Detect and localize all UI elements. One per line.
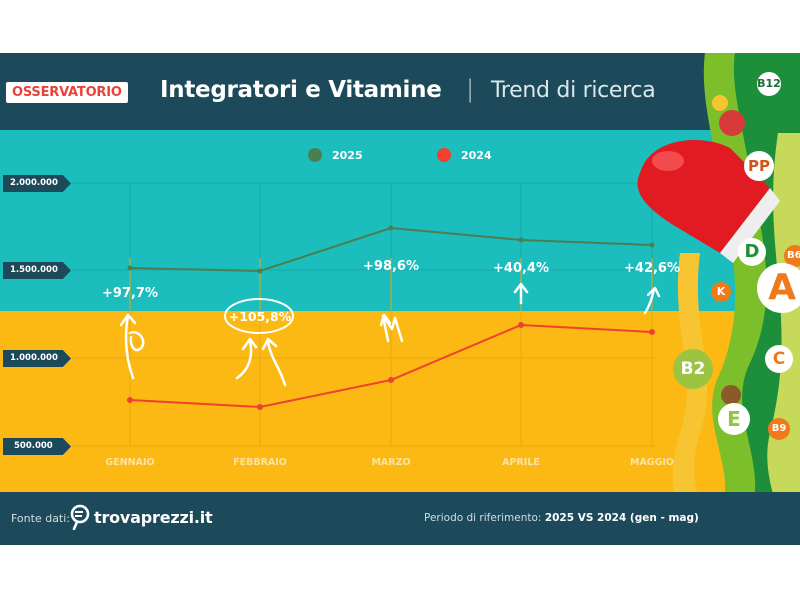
legend-item-2025: 2025 (308, 148, 363, 162)
x-label-marzo: MARZO (371, 457, 411, 468)
logo-text: trovaprezzi.it (94, 507, 213, 527)
title-separator: | (466, 75, 475, 103)
legend-item-2024: 2024 (437, 148, 492, 162)
growth-febbraio: +105,8% (228, 309, 292, 324)
y-tick-1000000: 1.000.000 (3, 350, 71, 367)
vitamin-badge-b2: B2 (673, 349, 713, 389)
legend-dot-2025 (308, 148, 322, 162)
nut-icon (721, 385, 741, 405)
circle-highlight-icon (224, 298, 294, 334)
footer: Fonte dati: trovaprezzi.it Periodo di ri… (0, 492, 800, 545)
meat-icon (719, 110, 745, 136)
period-value: 2025 VS 2024 (gen - mag) (544, 512, 699, 524)
grid-lines (72, 182, 655, 447)
legend-dot-2024 (437, 148, 451, 162)
vitamin-badge-c: C (765, 345, 793, 373)
vitamin-badge-e: E (718, 403, 750, 435)
x-label-febbraio: FEBBRAIO (233, 457, 287, 468)
legend-label-2024: 2024 (461, 148, 492, 162)
vitamin-badge-pp: PP (744, 151, 774, 181)
y-tick-1500000: 1.500.000 (3, 262, 71, 279)
x-label-maggio: MAGGIO (629, 457, 675, 468)
hand-drawn-arrows (119, 282, 661, 387)
x-label-aprile: APRILE (502, 457, 540, 468)
growth-marzo: +98,6% (363, 259, 419, 274)
magnifier-euro-icon (70, 504, 90, 530)
vitamin-badge-k: K (711, 282, 731, 302)
lower-band (0, 311, 800, 492)
series-2024 (127, 322, 655, 410)
page-title: Integratori e Vitamine (160, 77, 442, 103)
header: OSSERVATORIO Integratori e Vitamine | Tr… (0, 53, 800, 130)
arrow-icon (235, 337, 258, 380)
trovaprezzi-logo: trovaprezzi.it (70, 504, 213, 530)
page-subtitle: Trend di ricerca (491, 78, 656, 103)
y-tick-500000: 500.000 (3, 438, 71, 455)
x-label-gennaio: GENNAIO (105, 457, 155, 468)
source-label: Fonte dati: (11, 512, 71, 525)
period-label: Periodo di riferimento: (424, 512, 542, 524)
arrow-icon (379, 313, 404, 343)
series-2025 (127, 225, 655, 274)
legend-label-2025: 2025 (332, 148, 363, 162)
arrow-icon (119, 313, 145, 380)
vitamin-badge-b12: B12 (757, 72, 781, 96)
observatory-badge: OSSERVATORIO (6, 82, 128, 103)
y-tick-2000000: 2.000.000 (3, 175, 71, 192)
arrow-icon (261, 337, 287, 387)
growth-aprile: +40,4% (493, 261, 549, 276)
growth-gennaio: +97,7% (102, 286, 158, 301)
arrow-icon (513, 282, 529, 305)
vitamin-badge-b6: B6 (784, 245, 800, 267)
arrow-icon (643, 286, 661, 315)
vitamin-badge-b9: B9 (768, 418, 790, 440)
capsule-icon (637, 140, 780, 263)
vitamin-badge-a: A (757, 263, 800, 313)
reference-period: Periodo di riferimento: 2025 VS 2024 (ge… (424, 512, 699, 524)
growth-maggio: +42,6% (624, 261, 680, 276)
infographic-card: OSSERVATORIO Integratori e Vitamine | Tr… (0, 53, 800, 545)
vitamin-badge-d: D (738, 238, 766, 266)
